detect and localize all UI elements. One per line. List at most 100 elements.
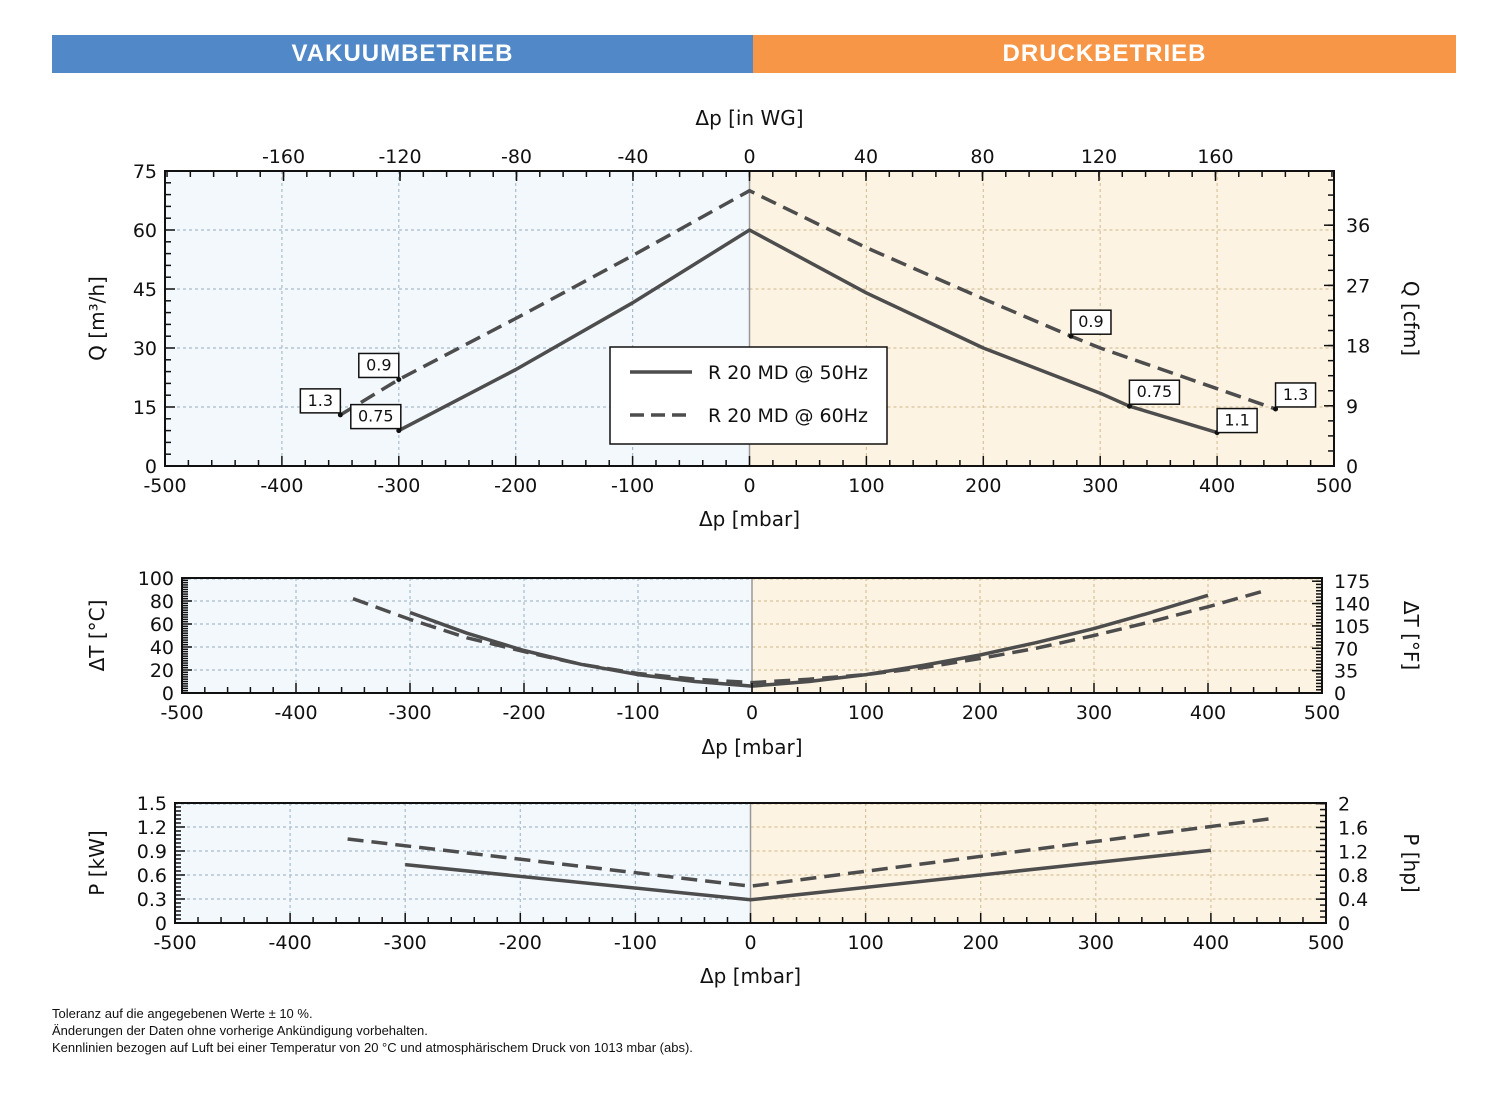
x-tick-label: 0 — [746, 702, 758, 724]
footer-notes: Toleranz auf die angegebenen Werte ± 10 … — [52, 1005, 693, 1056]
x-tick-label: 200 — [963, 932, 999, 954]
x-tick-label: 200 — [965, 475, 1001, 497]
y-tick-label: 60 — [133, 220, 157, 242]
x-tick-label: -200 — [494, 475, 537, 497]
annotation-label: 0.75 — [1137, 382, 1173, 401]
annotation-box — [358, 352, 400, 379]
x-tick-label: -500 — [153, 932, 196, 954]
annotation-box — [299, 388, 342, 414]
legend: R 20 MD @ 50Hz R 20 MD @ 60Hz — [609, 346, 888, 445]
y2-axis-title: P [hp] — [1399, 833, 1423, 892]
series-line-60hz — [347, 817, 1269, 888]
annotation-label: 0.9 — [1078, 312, 1103, 331]
annotation-box — [1216, 407, 1258, 434]
annotation-box — [1274, 382, 1317, 408]
y2-axis-title: Q [cfm] — [1399, 281, 1423, 356]
chart-flow: 1.30.90.750.90.751.11.3-500 -400 -300 -200-… — [85, 106, 1423, 531]
x2-tick-label: -80 — [501, 146, 532, 168]
y-tick-label: 0 — [145, 456, 157, 478]
y-tick-label: 0.3 — [137, 889, 167, 911]
x2-tick-label: -160 — [262, 146, 305, 168]
annotation-label: 1.3 — [308, 391, 333, 410]
annotation-box — [350, 403, 402, 430]
y-tick-label: 1.2 — [137, 817, 167, 839]
x-tick-label: 0 — [743, 475, 755, 497]
y-tick-label: 75 — [133, 161, 157, 183]
y2-tick-label: 27 — [1346, 275, 1370, 297]
x-tick-label: -500 — [160, 702, 203, 724]
y-tick-label: 0.9 — [137, 841, 167, 863]
x2-tick-label: 160 — [1197, 146, 1233, 168]
y-tick-label: 0.6 — [137, 865, 167, 887]
y2-tick-label: 105 — [1334, 616, 1370, 638]
chart-temperature: -500 -400 -300 -200 -100 0 100 200 300 400 5000204… — [85, 568, 1423, 759]
x-tick-label: 100 — [847, 932, 883, 954]
legend-label: R 20 MD @ 60Hz — [708, 405, 868, 427]
y-tick-label: 0 — [162, 683, 174, 705]
x-axis-title: Δp [mbar] — [702, 735, 803, 759]
legend-box — [609, 346, 888, 445]
y-tick-label: 60 — [150, 614, 174, 636]
annotation-box — [1070, 309, 1112, 335]
y-axis-title: Q [m³/h] — [85, 276, 109, 361]
x-tick-label: -300 — [377, 475, 420, 497]
annotation-label: 1.1 — [1224, 411, 1249, 430]
y-tick-label: 45 — [133, 279, 157, 301]
x-tick-label: 500 — [1304, 702, 1340, 724]
x-tick-label: -500 — [143, 475, 186, 497]
x-tick-label: -200 — [502, 702, 545, 724]
y-tick-label: 1.5 — [137, 793, 167, 815]
x-tick-label: -300 — [388, 702, 431, 724]
x-tick-label: 300 — [1078, 932, 1114, 954]
y2-tick-label: 175 — [1334, 571, 1370, 593]
series-line-60hz — [339, 188, 1277, 417]
y-axis-title: P [kW] — [85, 830, 109, 895]
y-tick-label: 30 — [133, 338, 157, 360]
annotation-label: 0.9 — [366, 355, 391, 374]
x2-tick-label: -120 — [378, 146, 421, 168]
x-tick-label: -100 — [614, 932, 657, 954]
annotation-box — [1128, 379, 1181, 405]
legend-label: R 20 MD @ 50Hz — [708, 362, 868, 384]
y2-tick-label: 2 — [1338, 794, 1350, 816]
y2-tick-label: 0 — [1346, 456, 1358, 478]
x-tick-label: -100 — [616, 702, 659, 724]
x2-tick-label: 120 — [1081, 146, 1117, 168]
series-line-60hz — [352, 588, 1266, 685]
x2-tick-label: -40 — [617, 146, 648, 168]
y-tick-label: 15 — [133, 397, 157, 419]
footer-line: Toleranz auf die angegebenen Werte ± 10 … — [52, 1006, 313, 1021]
x-axis-title: Δp [mbar] — [699, 507, 800, 531]
x2-tick-label: 40 — [854, 146, 878, 168]
y2-tick-label: 35 — [1334, 661, 1358, 683]
y-tick-label: 20 — [150, 660, 174, 682]
x-tick-label: 100 — [848, 475, 884, 497]
chart-power: -500 -400 -300 -200 -100 0 100 200 300 400 50000.3… — [85, 793, 1423, 988]
footer-line: Änderungen der Daten ohne vorherige Ankü… — [52, 1023, 428, 1038]
annotation-label: 1.3 — [1283, 385, 1308, 404]
y-tick-label: 0 — [155, 913, 167, 935]
x-tick-label: -400 — [274, 702, 317, 724]
y2-tick-label: 0.8 — [1338, 865, 1368, 887]
y2-tick-label: 18 — [1346, 336, 1370, 358]
annotation-label: 0.75 — [358, 407, 394, 426]
x-tick-label: 400 — [1199, 475, 1235, 497]
y2-tick-label: 9 — [1346, 396, 1358, 418]
y2-axis-title: ΔT [°F] — [1399, 601, 1423, 670]
x-tick-label: 300 — [1076, 702, 1112, 724]
pressure-mode-banner: DRUCKBETRIEB — [753, 35, 1456, 73]
y2-tick-label: 140 — [1334, 594, 1370, 616]
y2-tick-label: 36 — [1346, 215, 1370, 237]
footer-line: Kennlinien bezogen auf Luft bei einer Te… — [52, 1040, 693, 1055]
x-tick-label: -400 — [269, 932, 312, 954]
x-tick-label: 400 — [1190, 702, 1226, 724]
x-tick-label: -400 — [260, 475, 303, 497]
x2-tick-label: 0 — [743, 146, 755, 168]
y2-tick-label: 1.2 — [1338, 841, 1368, 863]
x-tick-label: -100 — [611, 475, 654, 497]
x-tick-label: 100 — [848, 702, 884, 724]
x2-tick-label: 80 — [970, 146, 994, 168]
x-tick-label: 300 — [1082, 475, 1118, 497]
y2-tick-label: 0 — [1338, 913, 1350, 935]
